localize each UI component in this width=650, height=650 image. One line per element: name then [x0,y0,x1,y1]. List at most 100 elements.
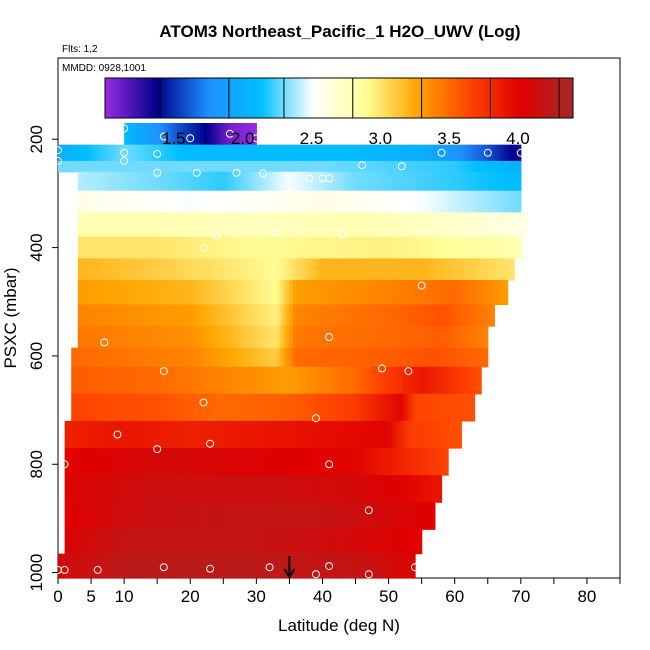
heatmap-cell [467,258,472,281]
heatmap-cell [223,212,228,238]
heatmap-cell [385,304,390,327]
heatmap-cell [77,553,82,579]
heatmap-cell [180,190,185,213]
heatmap-cell [94,212,99,238]
heatmap-cell [362,420,367,449]
heatmap-cell [157,553,162,579]
heatmap-cell [444,448,449,476]
heatmap-cell [381,326,386,349]
heatmap-cell [352,393,357,422]
heatmap-cell [206,190,211,213]
heatmap-cell [424,144,429,162]
heatmap-cell [239,123,244,146]
heatmap-cell [143,448,148,476]
heatmap-cell [408,326,413,349]
sample-marker [259,169,267,178]
heatmap-cell [167,123,171,146]
heatmap-cell [362,366,367,395]
heatmap-cell [309,144,314,162]
heatmap-cell [246,347,251,368]
heatmap-cell [487,160,492,173]
heatmap-cell [458,326,462,349]
heatmap-cell [309,236,314,260]
heatmap-cell [167,280,171,306]
heatmap-cell [203,326,208,349]
sample-marker [411,563,419,572]
heatmap-cell [219,366,224,395]
heatmap-cell [226,475,231,503]
heatmap-cell [173,236,178,260]
heatmap-cell [147,366,152,395]
heatmap-cell [167,160,171,173]
heatmap-cell [385,420,390,449]
heatmap-cell [216,212,221,238]
heatmap-cell [305,326,310,349]
heatmap-cell [458,190,462,213]
heatmap-cell [296,448,300,476]
heatmap-cell [173,553,178,579]
heatmap-cell [339,326,343,349]
heatmap-cell [190,448,195,476]
heatmap-cell [140,190,145,213]
x-tick-label: 80 [577,587,596,606]
heatmap-cell [246,236,251,260]
heatmap-cell [137,366,142,395]
heatmap-cell [94,160,99,173]
heatmap-cell [319,366,324,395]
heatmap-cell [365,280,370,306]
heatmap-cell [348,529,353,555]
heatmap-cell [421,280,426,306]
heatmap-cell [352,475,357,503]
heatmap-cell [229,448,234,476]
heatmap-cell [424,258,429,281]
heatmap-cell [124,475,129,503]
heatmap-cell [487,144,492,162]
heatmap-cell [120,190,125,213]
heatmap-cell [262,448,267,476]
heatmap-cell [77,258,82,281]
heatmap-cell [167,502,171,530]
heatmap-cell [120,553,125,579]
heatmap-cell [329,280,333,306]
heatmap-cell [87,502,92,530]
heatmap-cell [104,393,109,422]
heatmap-cell [305,280,310,306]
heatmap-cell [292,475,297,503]
heatmap-cell [381,420,386,449]
heatmap-cell [358,160,363,173]
heatmap-cell [262,304,267,327]
heatmap-cell [497,236,502,260]
heatmap-cell [375,258,380,281]
heatmap-cell [163,160,168,173]
heatmap-cell [186,393,191,422]
heatmap-cell [362,171,367,192]
sample-marker [199,243,208,252]
heatmap-cell [339,448,343,476]
heatmap-cell [272,236,277,260]
heatmap-cell [147,212,152,238]
heatmap-cell [127,123,132,146]
heatmap-cell [405,236,410,260]
heatmap-cell [236,420,241,449]
heatmap-cell [481,236,486,260]
heatmap-cell [186,304,191,327]
heatmap-cell [243,475,248,503]
heatmap-cell [398,190,403,213]
sample-marker [516,148,525,157]
heatmap-cell [464,347,469,368]
heatmap-cell [299,236,304,260]
heatmap-cell [388,420,393,449]
heatmap-cell [259,280,264,306]
heatmap-cell [279,212,284,238]
heatmap-cell [253,502,257,530]
heatmap-cell [312,280,317,306]
heatmap-cell [398,529,403,555]
heatmap-cell [84,160,89,173]
heatmap-cell [87,304,92,327]
heatmap-cell [94,420,99,449]
heatmap-cell [216,366,221,395]
heatmap-cell [395,529,400,555]
heatmap-cell [491,258,495,281]
heatmap-cell [415,475,419,503]
heatmap-cell [282,347,287,368]
